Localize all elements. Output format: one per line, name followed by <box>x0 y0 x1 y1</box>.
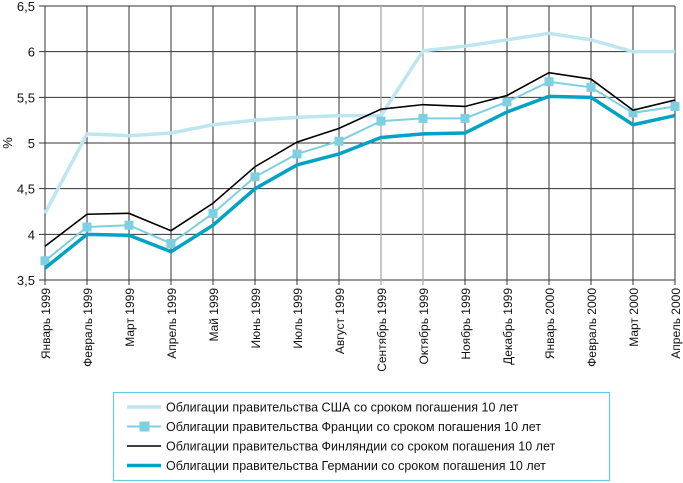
data-point-marker <box>208 208 218 218</box>
x-tick-label: Июнь 1999 <box>249 288 263 349</box>
y-tick-label: 6,5 <box>17 0 35 14</box>
data-point-marker <box>418 113 428 123</box>
data-point-marker <box>628 108 638 118</box>
x-tick-label: Март 1999 <box>123 288 137 347</box>
data-point-marker <box>544 77 554 87</box>
data-point-marker <box>460 113 470 123</box>
legend-box <box>112 391 611 482</box>
y-axis: 3,5 4 4,5 5 5,5 6 6,5 <box>17 0 35 288</box>
x-tick-label: Май 1999 <box>207 288 221 342</box>
grid <box>39 5 676 285</box>
x-tick-label: Апрель 1999 <box>165 288 179 359</box>
y-tick-label: 4,5 <box>17 182 35 197</box>
data-point-marker <box>586 82 596 92</box>
data-point-marker <box>40 256 50 266</box>
data-point-marker <box>334 136 344 146</box>
data-point-marker <box>124 220 134 230</box>
legend-label: Облигации правительства Франции со сроко… <box>166 420 541 434</box>
series-line-3 <box>43 94 676 270</box>
data-point-marker <box>376 116 386 126</box>
data-point-marker <box>670 101 680 111</box>
x-tick-label: Декабрь 1999 <box>501 288 515 365</box>
y-tick-label: 3,5 <box>17 273 35 288</box>
legend-label: Облигации правительства Германии со срок… <box>166 459 546 473</box>
data-point-marker <box>292 149 302 159</box>
x-tick-label: Февраль 2000 <box>585 288 599 367</box>
x-tick-label: Август 1999 <box>333 288 347 354</box>
x-tick-label: Январь 2000 <box>543 288 557 359</box>
x-tick-label: Апрель 2000 <box>669 288 683 359</box>
data-point-marker <box>82 222 92 232</box>
data-point-marker <box>250 172 260 182</box>
series-line-2 <box>44 71 676 247</box>
y-axis-label: % <box>0 137 15 149</box>
x-tick-label: Март 2000 <box>627 288 641 347</box>
series-line-0 <box>43 31 675 215</box>
legend-label: Облигации правительства Финляндии со сро… <box>166 440 556 454</box>
legend: Облигации правительства США со сроком по… <box>112 391 611 482</box>
data-point-marker <box>166 238 176 248</box>
x-tick-label: Сентябрь 1999 <box>375 288 389 372</box>
x-axis: Январь 1999 Февраль 1999 Март 1999 Апрель 1… <box>39 288 683 372</box>
y-tick-label: 5 <box>28 136 35 151</box>
series-line-1 <box>44 80 676 262</box>
series-lines <box>40 31 680 270</box>
y-tick-label: 4 <box>28 227 35 242</box>
x-tick-label: Октябрь 1999 <box>417 288 431 365</box>
x-tick-label: Июль 1999 <box>291 288 305 349</box>
data-point-marker <box>502 97 512 107</box>
x-tick-label: Январь 1999 <box>39 288 53 359</box>
legend-marker <box>139 421 150 432</box>
legend-label: Облигации правительства США со сроком по… <box>166 401 519 415</box>
x-tick-label: Февраль 1999 <box>81 288 95 367</box>
y-tick-label: 5,5 <box>17 90 35 105</box>
y-tick-label: 6 <box>28 45 35 60</box>
x-tick-label: Ноябрь 1999 <box>459 288 473 360</box>
